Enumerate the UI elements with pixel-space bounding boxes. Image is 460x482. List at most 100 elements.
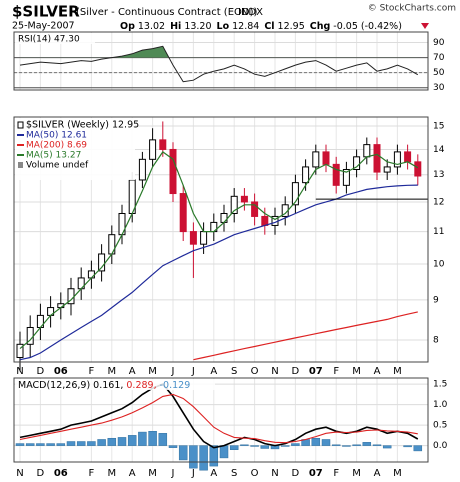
panel-frame <box>13 31 429 91</box>
histogram-bar <box>36 443 45 446</box>
x-tick-label: 07 <box>309 468 323 479</box>
quote-label: Chg <box>310 21 331 32</box>
y-tick-label: 50 <box>433 68 445 78</box>
histogram-bar <box>158 433 168 446</box>
y-tick-label: 9 <box>433 295 439 305</box>
candle-body <box>342 168 350 186</box>
histogram-bar <box>189 445 198 469</box>
candle-body <box>240 195 248 203</box>
candle-body <box>179 193 187 233</box>
x-tick-label: A <box>210 366 217 377</box>
rsi-label: RSI(14) 47.30 <box>18 35 80 45</box>
histogram-bar <box>413 445 423 452</box>
x-tick-label: N <box>16 468 23 479</box>
ma-line <box>193 311 418 361</box>
histogram-bar <box>280 445 290 447</box>
quote-value: 13.02 <box>138 21 165 32</box>
legend-entry: MA(50) 12.61 <box>26 131 87 141</box>
x-tick-label: J <box>171 366 175 377</box>
y-tick-label: 1.0 <box>433 400 448 410</box>
candle-body <box>87 270 95 279</box>
y-tick-label: 0.5 <box>433 421 447 431</box>
histogram-bar <box>15 443 25 446</box>
x-tick-label: A <box>129 366 136 377</box>
x-tick-label: F <box>89 366 95 377</box>
legend-entry: $SILVER (Weekly) 12.95 <box>26 120 139 131</box>
x-tick-label: A <box>374 468 381 479</box>
candle-body <box>302 166 310 184</box>
x-tick-label: M <box>148 468 157 479</box>
x-tick-label: M <box>393 366 402 377</box>
y-tick-label: 13 <box>433 170 444 180</box>
histogram-bar <box>127 435 137 446</box>
x-tick-label: 06 <box>54 468 68 479</box>
x-tick-label: O <box>251 366 259 377</box>
x-tick-label: M <box>107 468 116 479</box>
histogram-bar <box>321 439 331 446</box>
candle-body <box>138 158 146 181</box>
x-tick-label: A <box>210 468 217 479</box>
quote-label: Op <box>120 21 135 32</box>
histogram-bar <box>117 437 127 446</box>
y-tick-label: 10 <box>433 260 445 270</box>
candle-body <box>200 231 208 245</box>
histogram-bar <box>219 445 229 459</box>
histogram-bar <box>46 443 55 446</box>
x-tick-label: A <box>374 366 381 377</box>
x-tick-label: M <box>393 468 402 479</box>
candle-body <box>251 201 259 217</box>
x-tick-label: D <box>37 468 45 479</box>
histogram-bar <box>199 445 208 471</box>
x-tick-label: J <box>191 366 195 377</box>
quote-label: Lo <box>217 21 230 32</box>
quote-value: -0.05 (-0.42%) <box>333 21 402 32</box>
y-tick-label: 14 <box>433 145 445 155</box>
candle-body <box>230 195 238 214</box>
histogram-bar <box>311 437 321 446</box>
histogram-bar <box>25 443 35 446</box>
quote-value: 13.20 <box>184 21 211 32</box>
candle-body <box>383 166 391 173</box>
candle-body <box>261 215 269 226</box>
histogram-bar <box>331 444 341 446</box>
candle-body <box>149 139 157 160</box>
x-tick-label: J <box>171 468 175 479</box>
histogram-bar <box>87 441 96 446</box>
quote: Op 13.02 Hi 13.20 Lo 12.84 Cl 12.95 Chg -0.05 (-0… <box>120 21 402 32</box>
candle-body <box>332 163 340 186</box>
histogram-bar <box>250 445 259 447</box>
histogram-bar <box>362 442 372 446</box>
ma-line <box>19 151 419 350</box>
x-tick-label: M <box>107 366 116 377</box>
histogram-bar <box>240 444 249 446</box>
quote-value: 12.95 <box>278 21 305 32</box>
y-tick-label: 8 <box>433 336 439 346</box>
x-tick-label: M <box>352 468 361 479</box>
histogram-bar <box>382 445 392 449</box>
exchange: INDX <box>238 7 263 18</box>
histogram-bar <box>56 443 66 446</box>
legend-entry: MA(200) 8.69 <box>26 141 87 151</box>
x-tick-label: D <box>37 366 45 377</box>
x-tick-label: 07 <box>309 366 323 377</box>
x-tick-label: S <box>231 366 237 377</box>
candle-body <box>312 151 320 168</box>
candle-body <box>16 343 24 358</box>
macd-legend-entry: MACD(12,26,9) 0.161, <box>18 380 123 391</box>
histogram-bar <box>107 437 117 446</box>
quote-value: 12.84 <box>232 21 259 32</box>
x-tick-label: J <box>191 468 195 479</box>
quote-label: Hi <box>170 21 181 32</box>
quote-label: Cl <box>264 21 274 32</box>
x-tick-label: O <box>251 468 259 479</box>
histogram-bar <box>209 445 219 467</box>
date: 25-May-2007 <box>12 21 75 32</box>
candle-body <box>98 253 106 272</box>
x-tick-label: S <box>231 468 237 479</box>
y-tick-label: 15 <box>433 121 444 131</box>
y-tick-label: 0.0 <box>433 441 448 451</box>
x-tick-label: 06 <box>54 366 68 377</box>
histogram-bar <box>66 441 76 446</box>
histogram-bar <box>229 445 239 450</box>
